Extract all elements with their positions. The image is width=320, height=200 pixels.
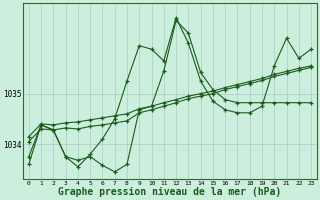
X-axis label: Graphe pression niveau de la mer (hPa): Graphe pression niveau de la mer (hPa)	[58, 187, 282, 197]
